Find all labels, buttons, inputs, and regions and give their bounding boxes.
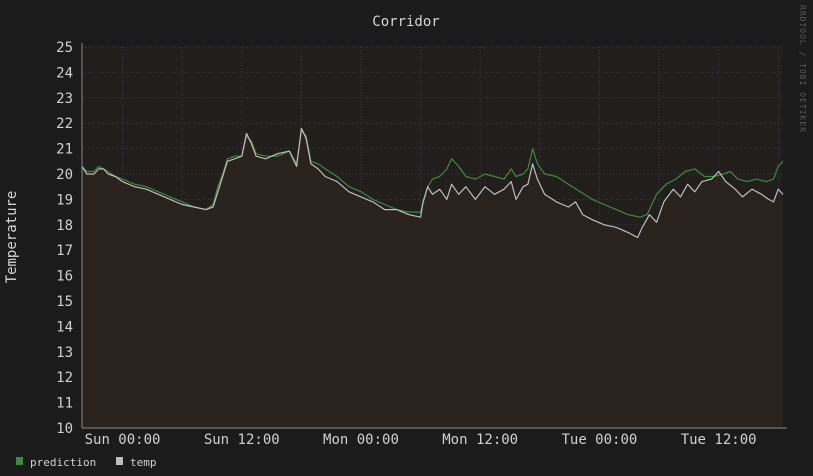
temp-area-fill (82, 128, 783, 429)
y-tick-label-8: 18 (56, 218, 73, 234)
y-tick-label-7: 17 (56, 243, 73, 259)
x-tick-label-1: Sun 12:00 (204, 432, 280, 448)
y-tick-label-3: 13 (56, 345, 73, 361)
y-tick-label-12: 22 (56, 116, 73, 132)
y-axis-label: Temperature (4, 191, 20, 284)
legend-swatch-prediction (16, 457, 23, 465)
x-tick-label-2: Mon 00:00 (323, 432, 399, 448)
y-tick-label-6: 16 (56, 269, 73, 285)
x-tick-label-3: Mon 12:00 (442, 432, 518, 448)
y-tick-label-14: 24 (56, 65, 73, 81)
x-tick-label-0: Sun 00:00 (85, 432, 161, 448)
legend: prediction temp (16, 456, 157, 469)
y-tick-label-10: 20 (56, 167, 73, 183)
chart-title: Corridor (372, 14, 439, 30)
y-tick-label-11: 21 (56, 142, 73, 158)
y-tick-labels: 10 11 12 13 14 15 16 17 18 19 20 21 22 23 24 25 (56, 40, 73, 437)
watermark-text: RRDTOOL / TOBI OETIKER (798, 5, 807, 133)
y-tick-label-1: 11 (56, 396, 73, 412)
axes (81, 43, 787, 429)
temp-area (82, 128, 783, 429)
y-tick-label-4: 14 (56, 319, 73, 335)
series-line-temp (81, 127, 784, 239)
legend-label-prediction: prediction (30, 456, 96, 469)
y-tick-label-13: 23 (56, 91, 73, 107)
y-tick-label-9: 19 (56, 192, 73, 208)
y-tick-label-5: 15 (56, 294, 73, 310)
legend-label-temp: temp (130, 456, 157, 469)
y-tick-label-15: 25 (56, 40, 73, 56)
series-lines (81, 127, 784, 239)
x-tick-labels: Sun 00:00 Sun 12:00 Mon 00:00 Mon 12:00 Tue … (85, 432, 757, 448)
x-tick-label-4: Tue 00:00 (561, 432, 637, 448)
legend-swatch-temp (116, 457, 123, 465)
y-tick-label-2: 12 (56, 370, 73, 386)
x-tick-label-5: Tue 12:00 (681, 432, 757, 448)
y-tick-label-0: 10 (56, 421, 73, 437)
